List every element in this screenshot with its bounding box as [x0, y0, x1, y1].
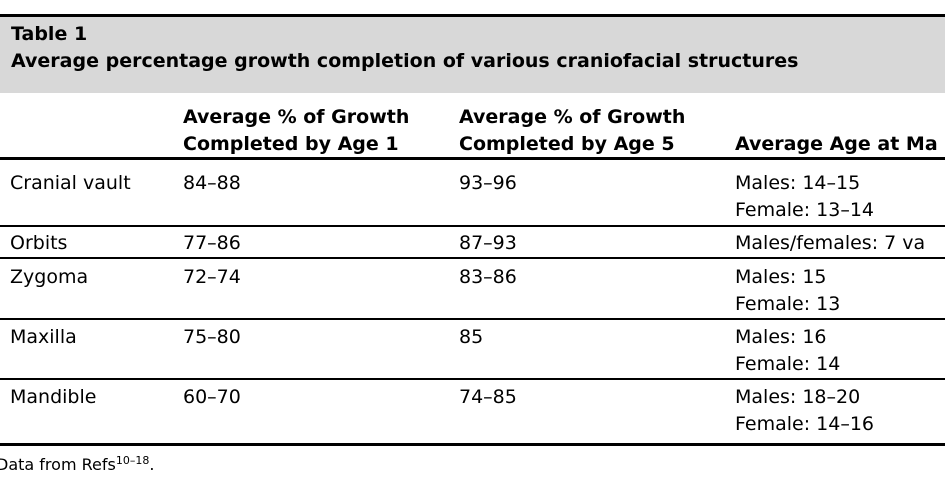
- row-divider: [0, 318, 945, 320]
- row-divider: [0, 378, 945, 380]
- header-rule: [0, 157, 945, 160]
- row-structure: Cranial vault: [10, 172, 131, 194]
- table-caption-band: [0, 17, 945, 93]
- row-age1: 72–74: [183, 266, 241, 288]
- row-structure: Orbits: [10, 232, 68, 254]
- row-maturity: Males: 18–20 Female: 14–16: [735, 386, 874, 435]
- row-maturity: Males: 15 Female: 13: [735, 266, 841, 315]
- row-age5: 87–93: [459, 232, 517, 254]
- row-age5: 85: [459, 326, 484, 348]
- row-maturity: Males/females: 7 va: [735, 232, 926, 254]
- footnote-refs: 10–18: [115, 454, 150, 467]
- row-age5: 83–86: [459, 266, 517, 288]
- column-header-age1: Average % of Growth Completed by Age 1: [183, 106, 410, 155]
- row-age1: 84–88: [183, 172, 241, 194]
- table-footnote: Data from Refs10–18.: [0, 454, 155, 474]
- row-divider: [0, 257, 945, 259]
- row-maturity: Males: 14–15 Female: 13–14: [735, 172, 874, 221]
- table-label: Table 1: [11, 23, 88, 45]
- row-age1: 77–86: [183, 232, 241, 254]
- row-structure: Mandible: [10, 386, 97, 408]
- table-bottom-rule: [0, 443, 945, 446]
- table-top-rule: [0, 14, 945, 17]
- row-age5: 93–96: [459, 172, 517, 194]
- row-maturity: Males: 16 Female: 14: [735, 326, 841, 375]
- row-age5: 74–85: [459, 386, 517, 408]
- column-header-maturity: Average Age at Ma: [735, 133, 938, 155]
- row-divider: [0, 225, 945, 227]
- table-title: Average percentage growth completion of …: [11, 50, 799, 72]
- column-header-age5: Average % of Growth Completed by Age 5: [459, 106, 686, 155]
- row-structure: Maxilla: [10, 326, 77, 348]
- row-age1: 60–70: [183, 386, 241, 408]
- row-structure: Zygoma: [10, 266, 89, 288]
- row-age1: 75–80: [183, 326, 241, 348]
